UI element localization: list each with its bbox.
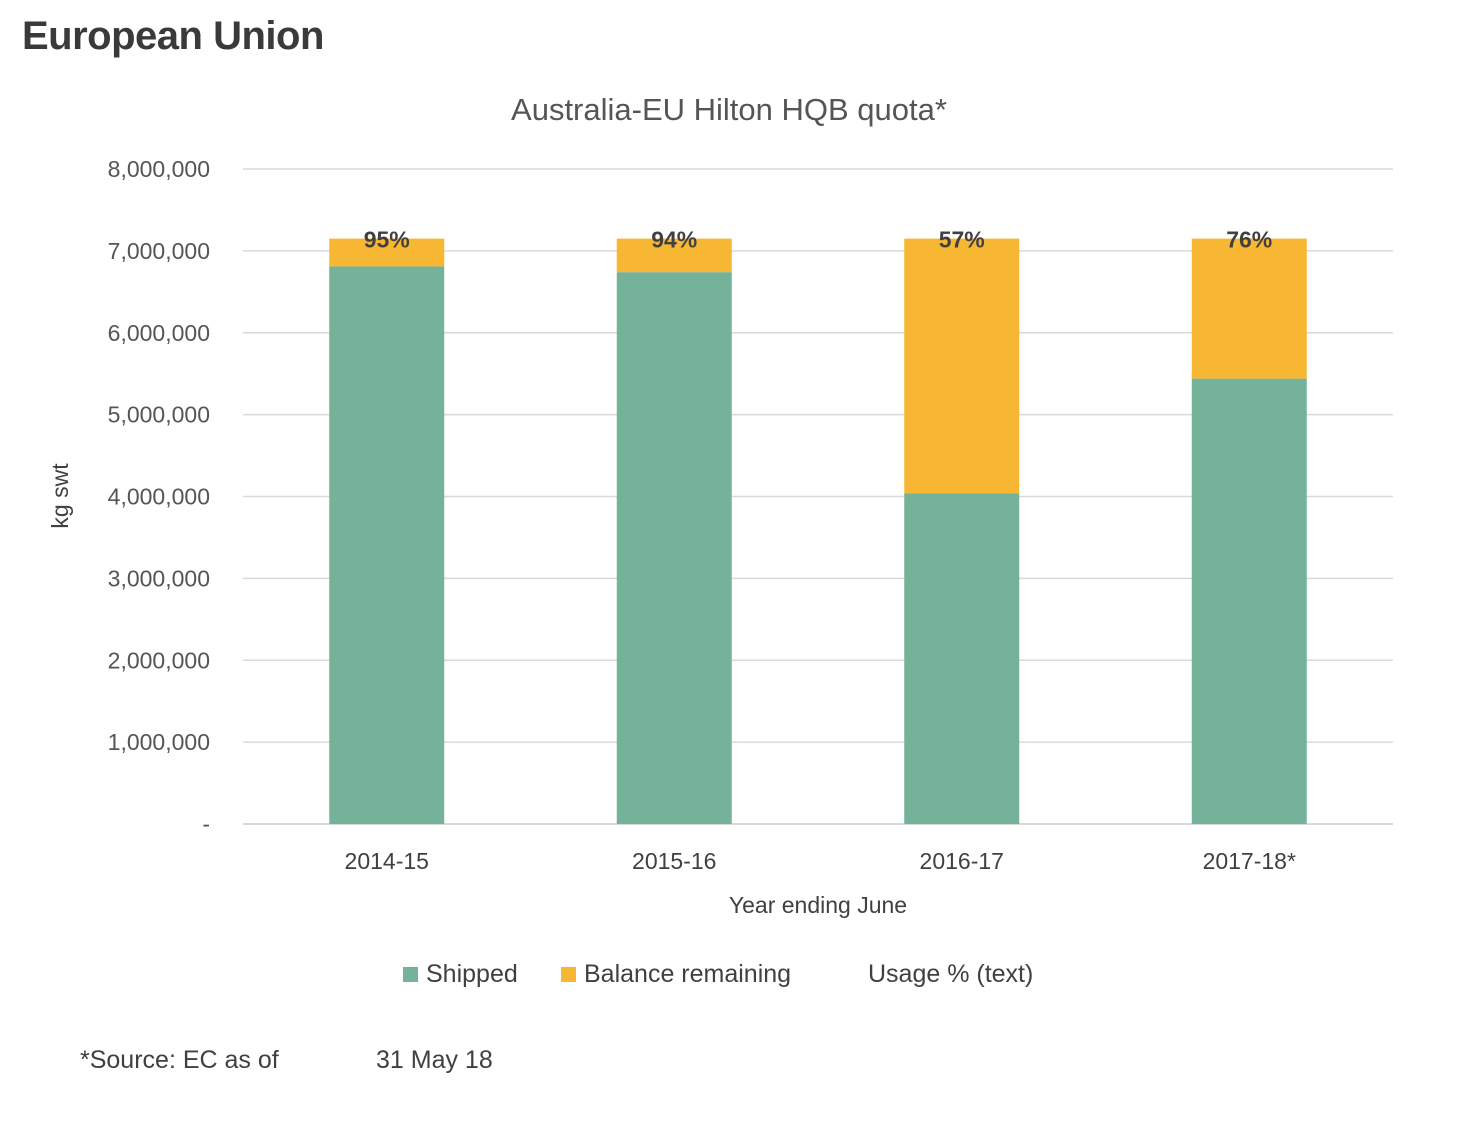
bar-balance-remaining <box>1191 238 1307 379</box>
y-tick-label: 1,000,000 <box>108 729 210 755</box>
legend-item-balance: Balance remaining <box>561 960 791 989</box>
legend-swatch-shipped <box>403 967 418 982</box>
legend-item-shipped: Shipped <box>403 960 518 989</box>
usage-label: 57% <box>939 227 985 253</box>
legend-item-usage: Usage % (text) <box>868 960 1033 989</box>
y-tick-label: 7,000,000 <box>108 238 210 264</box>
legend-label-shipped: Shipped <box>426 960 518 988</box>
bar-shipped <box>1191 378 1307 824</box>
bar-balance-remaining <box>616 238 732 273</box>
bar-balance-remaining <box>329 238 445 267</box>
y-axis-title: kg swt <box>47 463 73 529</box>
y-tick-label: - <box>202 811 210 837</box>
y-tick-label: 4,000,000 <box>108 484 210 510</box>
y-tick-label: 2,000,000 <box>108 647 210 673</box>
x-tick-label: 2017-18* <box>1203 848 1296 874</box>
bar-balance-remaining <box>904 238 1020 494</box>
bar-chart: - 1,000,000 2,000,000 3,000,000 4,000,000 5,0… <box>47 156 1393 918</box>
legend-label-balance: Balance remaining <box>584 960 792 988</box>
legend: Shipped Balance remaining Usage % (text) <box>0 960 1458 996</box>
page-title: European Union <box>22 14 324 58</box>
legend-label-usage: Usage % (text) <box>868 960 1034 988</box>
usage-label: 76% <box>1226 227 1272 253</box>
bar-shipped <box>329 266 445 824</box>
x-tick-label: 2015-16 <box>632 848 716 874</box>
y-tick-label: 6,000,000 <box>108 320 210 346</box>
bar-shipped <box>616 272 732 825</box>
bar-shipped <box>904 493 1020 824</box>
x-tick-label: 2014-15 <box>345 848 429 874</box>
y-tick-label: 3,000,000 <box>108 565 210 591</box>
source-note: *Source: EC as of <box>80 1046 279 1074</box>
x-tick-label: 2016-17 <box>920 848 1004 874</box>
chart-title: Australia-EU Hilton HQB quota* <box>511 92 947 127</box>
usage-label: 94% <box>651 227 697 253</box>
y-tick-label: 8,000,000 <box>108 156 210 182</box>
usage-label: 95% <box>364 227 410 253</box>
source-date: 31 May 18 <box>376 1046 493 1074</box>
legend-swatch-balance <box>561 967 576 982</box>
x-axis-title: Year ending June <box>729 892 907 918</box>
y-tick-label: 5,000,000 <box>108 402 210 428</box>
